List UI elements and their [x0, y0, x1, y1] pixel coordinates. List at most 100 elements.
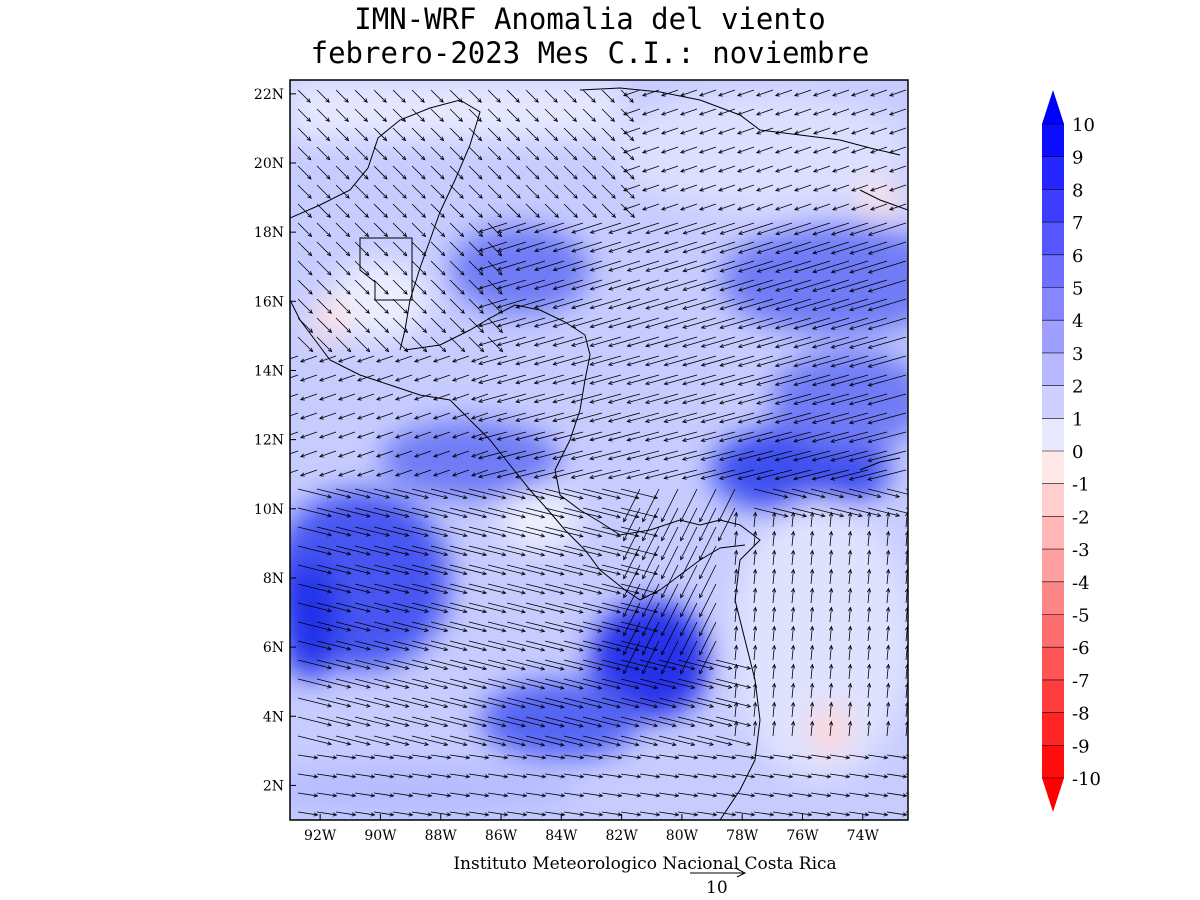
wind-vector-head: [501, 628, 507, 633]
wind-vector-head: [608, 248, 614, 253]
wind-vector-head: [318, 415, 324, 420]
wind-vector-head: [307, 175, 312, 180]
wind-vector-head: [617, 793, 623, 798]
wind-vector: [696, 773, 717, 778]
wind-vector: [905, 626, 908, 642]
wind-vector-head: [869, 168, 875, 173]
wind-vector: [563, 545, 602, 556]
wind-vector: [791, 531, 794, 547]
wind-vector-head: [478, 417, 483, 422]
wind-vector: [905, 811, 908, 813]
wind-vector: [738, 241, 774, 254]
wind-vector-head: [811, 401, 817, 406]
wind-vector-head: [478, 213, 483, 218]
wind-vector-head: [902, 755, 908, 760]
wind-vector: [468, 127, 482, 141]
wind-vector: [319, 412, 337, 420]
wind-vector: [734, 754, 755, 759]
wind-vector-head: [698, 149, 704, 154]
wind-vector: [411, 279, 427, 295]
wind-vector-head: [623, 574, 628, 580]
wind-vector-head: [597, 628, 603, 633]
wind-vector-head: [867, 625, 872, 631]
wind-vector-head: [421, 175, 426, 180]
wind-vector: [373, 564, 409, 575]
wind-vector: [601, 583, 639, 594]
wind-vector: [487, 146, 502, 161]
wind-vector: [357, 374, 375, 382]
wind-vector: [753, 683, 756, 699]
wind-vector-head: [736, 149, 742, 154]
wind-vector: [297, 773, 318, 778]
wind-vector: [373, 735, 409, 746]
wind-vector-head: [810, 587, 815, 593]
wind-vector-head: [830, 250, 836, 255]
wind-vector-head: [793, 269, 799, 274]
wind-vector-head: [541, 812, 547, 817]
wind-vector: [737, 108, 755, 116]
wind-vector-head: [812, 187, 818, 192]
wind-vector-head: [850, 111, 856, 116]
wind-vector: [582, 165, 597, 180]
wind-vector: [335, 697, 371, 707]
wind-vector-head: [642, 593, 647, 599]
wind-vector: [601, 811, 622, 816]
wind-vector-head: [404, 513, 410, 518]
wind-vector-head: [365, 684, 371, 689]
wind-vector-head: [826, 755, 832, 760]
wind-vector: [701, 260, 736, 272]
wind-vector: [497, 374, 527, 384]
wind-vector: [506, 165, 521, 180]
wind-vector: [468, 640, 506, 651]
wind-vector-head: [653, 704, 659, 709]
wind-vector: [392, 260, 408, 276]
wind-vector-head: [501, 647, 507, 652]
wind-vector: [867, 754, 888, 759]
wind-vector: [354, 184, 369, 199]
wind-vector-head: [642, 555, 647, 561]
wind-vector-head: [484, 774, 490, 779]
wind-vector: [316, 526, 351, 536]
wind-vector-head: [812, 288, 817, 293]
colorbar-label: -1: [1072, 475, 1090, 496]
wind-vector-head: [746, 684, 752, 689]
wind-vector-head: [522, 812, 528, 817]
wind-vector-head: [608, 324, 613, 329]
wind-vector-head: [718, 536, 723, 542]
colorbar-label: -4: [1072, 573, 1090, 594]
wind-vector-head: [385, 684, 391, 689]
wind-vector-head: [365, 532, 371, 537]
wind-vector-head: [727, 665, 733, 670]
wind-vector-head: [793, 476, 798, 481]
wind-vector-head: [533, 380, 539, 385]
wind-vector: [867, 588, 870, 604]
wind-vector: [682, 450, 717, 461]
wind-vector: [525, 165, 540, 180]
wind-vector: [848, 607, 851, 623]
wind-vector: [506, 526, 545, 537]
wind-vector-head: [753, 701, 758, 707]
wind-vector: [392, 89, 406, 103]
wind-vector: [452, 431, 470, 439]
wind-vector-head: [888, 187, 894, 192]
wind-vector-head: [734, 549, 739, 555]
wind-vector: [680, 526, 698, 560]
wind-vector-head: [616, 723, 621, 728]
wind-vector: [544, 583, 583, 594]
wind-vector: [552, 412, 584, 422]
wind-vector-head: [644, 475, 650, 480]
wind-vector: [829, 550, 832, 566]
wind-vector: [680, 108, 698, 116]
wind-vector-head: [533, 267, 539, 272]
wind-vector: [300, 469, 318, 477]
wind-vector-head: [552, 267, 558, 272]
wind-vector-head: [365, 627, 371, 632]
wind-vector: [338, 374, 356, 382]
wind-vector-head: [402, 232, 408, 238]
colorbar-segment: [1042, 647, 1064, 680]
wind-vector-head: [443, 703, 449, 709]
colorbar-segment: [1042, 156, 1064, 190]
wind-vector: [696, 792, 717, 797]
wind-vector: [753, 512, 756, 528]
wind-vector-head: [848, 625, 853, 631]
